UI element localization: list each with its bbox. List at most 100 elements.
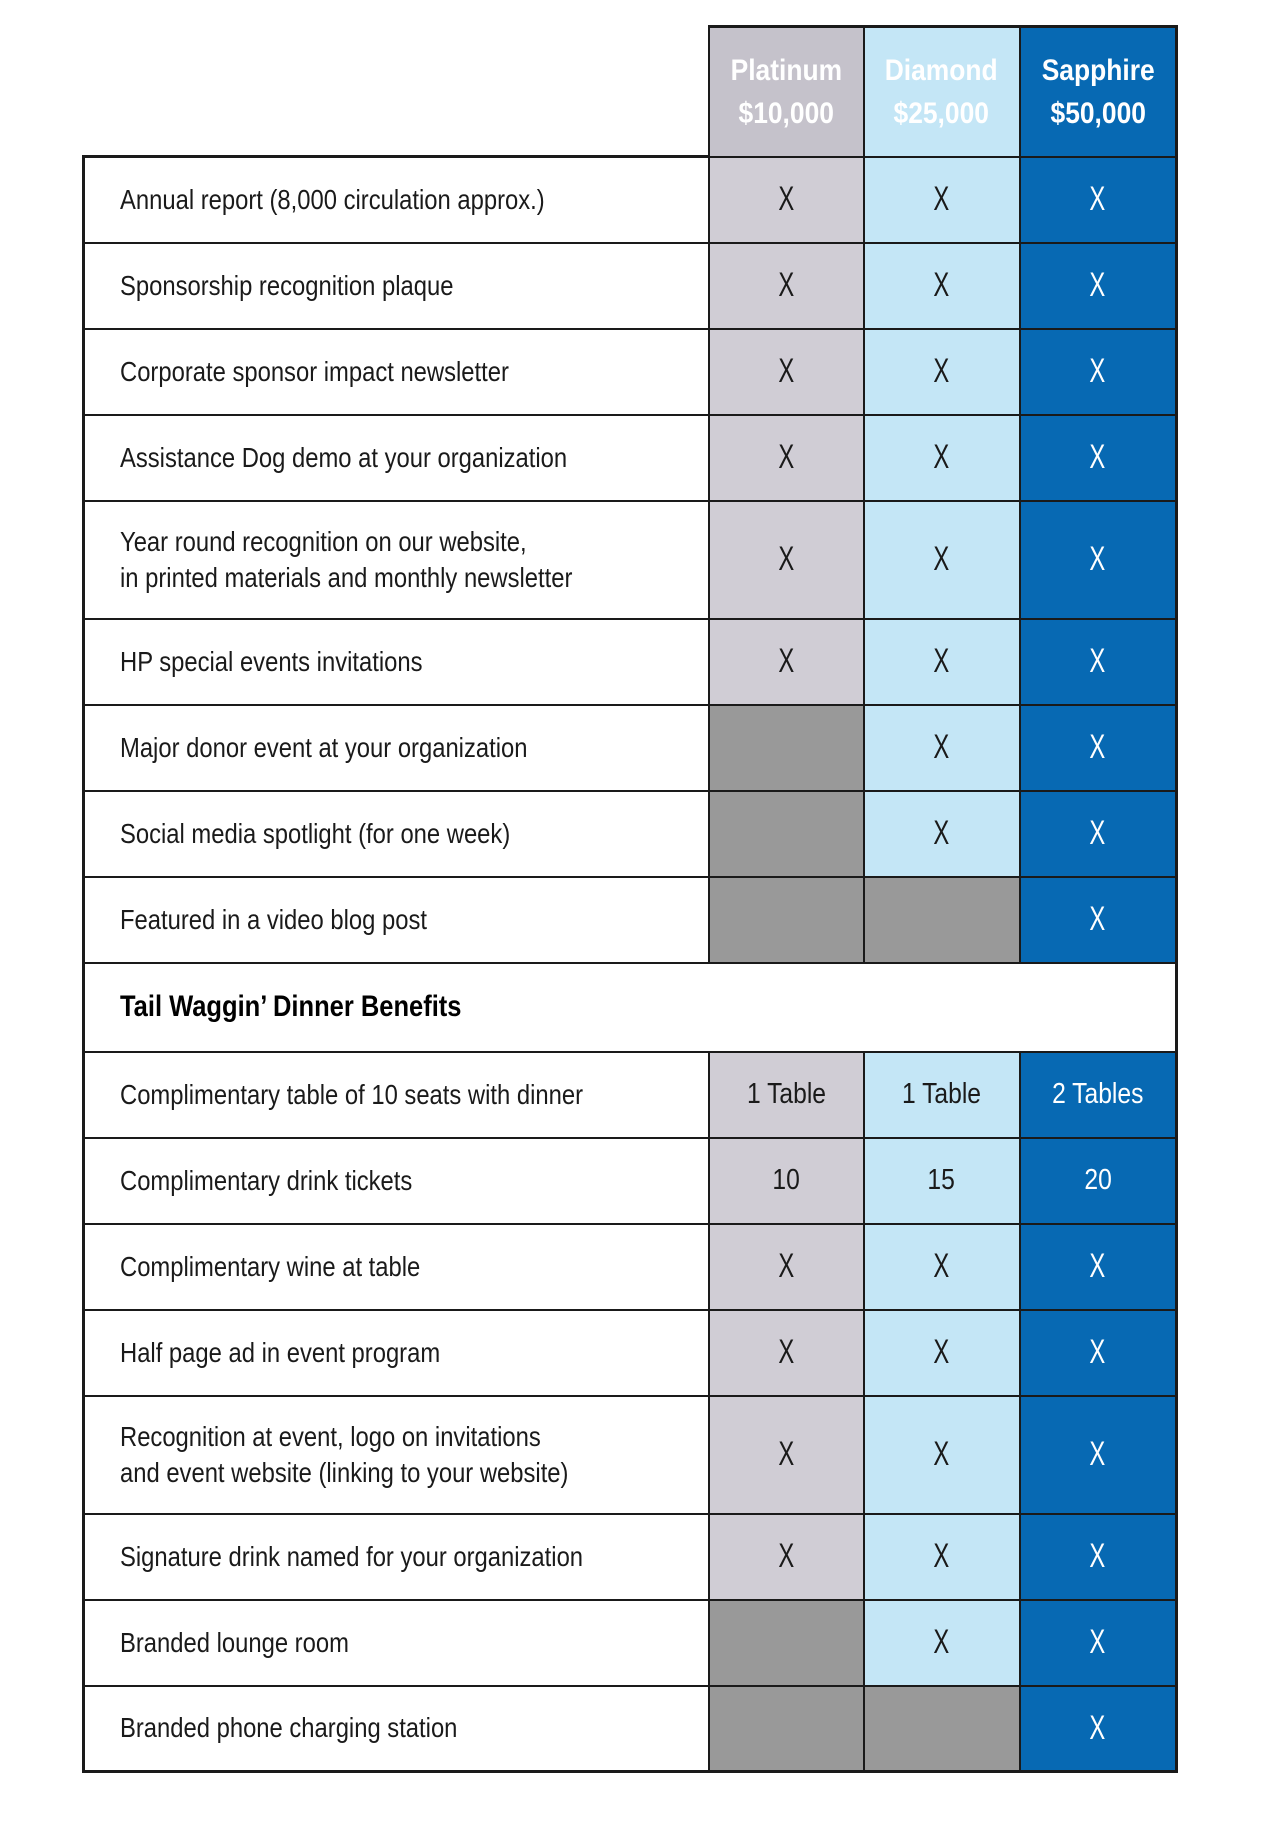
benefit-label-cell: Social media spotlight (for one week) — [82, 789, 710, 878]
benefit-label-cell: Featured in a video blog post — [82, 875, 710, 964]
benefit-row: Recognition at event, logo on invitation… — [82, 1394, 1178, 1515]
tier-cell-sapphire: X — [1018, 327, 1178, 416]
benefit-label-cell: Complimentary drink tickets — [82, 1136, 710, 1225]
benefit-value: 20 — [1084, 1164, 1112, 1196]
tier-cell-sapphire: X — [1018, 1308, 1178, 1397]
check-x-mark: X — [933, 1333, 950, 1371]
check-x-mark: X — [933, 1247, 950, 1285]
benefit-row: Year round recognition on our website, i… — [82, 499, 1178, 620]
check-x-mark: X — [1089, 1435, 1106, 1473]
tier-amount: $50,000 — [1050, 96, 1146, 130]
benefit-label-cell: Half page ad in event program — [82, 1308, 710, 1397]
tier-cell-sapphire: 2 Tables — [1018, 1050, 1178, 1139]
tier-cell-platinum: X — [707, 1308, 865, 1397]
section-title-cell: Tail Waggin’ Dinner Benefits — [82, 961, 1178, 1053]
tier-cell-diamond: X — [862, 1308, 1021, 1397]
check-x-mark: X — [933, 1623, 950, 1661]
benefit-row: Signature drink named for your organizat… — [82, 1512, 1178, 1601]
check-x-mark: X — [778, 642, 794, 680]
benefit-row: Corporate sponsor impact newsletter X X X — [82, 327, 1178, 416]
tier-amount: $10,000 — [738, 96, 834, 130]
check-x-mark: X — [778, 180, 794, 218]
tier-cell-diamond: X — [862, 413, 1021, 502]
check-x-mark: X — [778, 540, 794, 578]
tier-cell-diamond: X — [862, 327, 1021, 416]
benefit-label-cell: Annual report (8,000 circulation approx.… — [82, 155, 710, 244]
tier-cell-sapphire: X — [1018, 1394, 1178, 1515]
tier-cell-platinum: X — [707, 241, 865, 330]
benefit-label-cell: Complimentary wine at table — [82, 1222, 710, 1311]
check-x-mark: X — [1089, 728, 1106, 766]
benefit-label: Branded lounge room — [120, 1626, 349, 1658]
check-x-mark: X — [1089, 1247, 1106, 1285]
benefit-row: Branded lounge room X X — [82, 1598, 1178, 1687]
tier-cell-diamond: X — [862, 1598, 1021, 1687]
tier-cell-diamond: X — [862, 703, 1021, 792]
check-x-mark: X — [933, 728, 950, 766]
benefit-value: 1 Table — [746, 1078, 826, 1110]
check-x-mark: X — [933, 266, 950, 304]
check-x-mark: X — [933, 540, 950, 578]
tier-cell-platinum: 10 — [707, 1136, 865, 1225]
tier-cell-platinum: X — [707, 413, 865, 502]
benefit-label-cell: Major donor event at your organization — [82, 703, 710, 792]
header-spacer — [83, 26, 709, 157]
tier-cell-diamond: X — [862, 241, 1021, 330]
tier-name: Sapphire — [1041, 53, 1155, 87]
tier-cell-sapphire: X — [1018, 499, 1178, 620]
tier-cell-sapphire: X — [1018, 875, 1178, 964]
check-x-mark: X — [1089, 266, 1106, 304]
section-header-row: Tail Waggin’ Dinner Benefits — [82, 961, 1178, 1053]
benefit-label-cell: Branded lounge room — [82, 1598, 710, 1687]
tier-cell-diamond: X — [862, 1512, 1021, 1601]
tier-header-platinum: Platinum $10,000 — [707, 25, 865, 158]
check-x-mark: X — [1089, 1623, 1106, 1661]
benefit-label: Complimentary table of 10 seats with din… — [120, 1078, 584, 1110]
benefit-label: Annual report (8,000 circulation approx.… — [120, 183, 545, 215]
tier-cell-platinum: X — [707, 155, 865, 244]
check-x-mark: X — [933, 180, 950, 218]
benefit-row: Social media spotlight (for one week) X X — [82, 789, 1178, 878]
tier-amount: $25,000 — [893, 96, 990, 130]
benefit-row: Annual report (8,000 circulation approx.… — [82, 155, 1178, 244]
benefit-label-cell: Complimentary table of 10 seats with din… — [82, 1050, 710, 1139]
benefit-row: Half page ad in event program X X X — [82, 1308, 1178, 1397]
tier-cell-sapphire: X — [1018, 413, 1178, 502]
check-x-mark: X — [1089, 1708, 1106, 1747]
benefit-label: Branded phone charging station — [120, 1712, 458, 1744]
tier-cell-platinum: X — [707, 1222, 865, 1311]
tier-cell-sapphire: X — [1018, 617, 1178, 706]
check-x-mark: X — [1089, 642, 1106, 680]
tier-header-diamond: Diamond $25,000 — [862, 25, 1021, 158]
check-x-mark: X — [1089, 352, 1106, 390]
benefit-label: Assistance Dog demo at your organization — [120, 441, 568, 473]
benefit-label: Half page ad in event program — [120, 1336, 441, 1368]
check-x-mark: X — [778, 1537, 794, 1575]
benefit-label-cell: Sponsorship recognition plaque — [82, 241, 710, 330]
check-x-mark: X — [778, 266, 794, 304]
check-x-mark: X — [1089, 438, 1106, 476]
benefit-value: 10 — [772, 1164, 800, 1196]
tier-cell-diamond: X — [862, 1222, 1021, 1311]
benefit-row: Complimentary drink tickets 10 15 20 — [82, 1136, 1178, 1225]
sponsorship-benefits-table: Platinum $10,000 Diamond $25,000 Sapphir… — [82, 25, 1178, 1773]
tier-cell-diamond: X — [862, 1394, 1021, 1515]
check-x-mark: X — [933, 814, 950, 852]
check-x-mark: X — [1089, 814, 1106, 852]
tier-cell-diamond: X — [862, 617, 1021, 706]
tier-cell-diamond: X — [862, 499, 1021, 620]
tier-cell-diamond — [862, 875, 1021, 964]
check-x-mark: X — [778, 352, 794, 390]
tier-cell-sapphire: X — [1018, 1684, 1178, 1773]
benefit-label: Signature drink named for your organizat… — [120, 1540, 584, 1572]
tier-name: Platinum — [730, 53, 842, 87]
benefit-label-cell: Assistance Dog demo at your organization — [82, 413, 710, 502]
tier-cell-platinum: X — [707, 617, 865, 706]
benefit-row: Sponsorship recognition plaque X X X — [82, 241, 1178, 330]
benefit-value: 1 Table — [901, 1078, 982, 1110]
check-x-mark: X — [778, 1333, 794, 1371]
benefit-value: 15 — [927, 1164, 956, 1196]
tier-header-sapphire: Sapphire $50,000 — [1018, 25, 1178, 158]
check-x-mark: X — [778, 438, 794, 476]
benefit-label: Corporate sponsor impact newsletter — [120, 355, 509, 387]
